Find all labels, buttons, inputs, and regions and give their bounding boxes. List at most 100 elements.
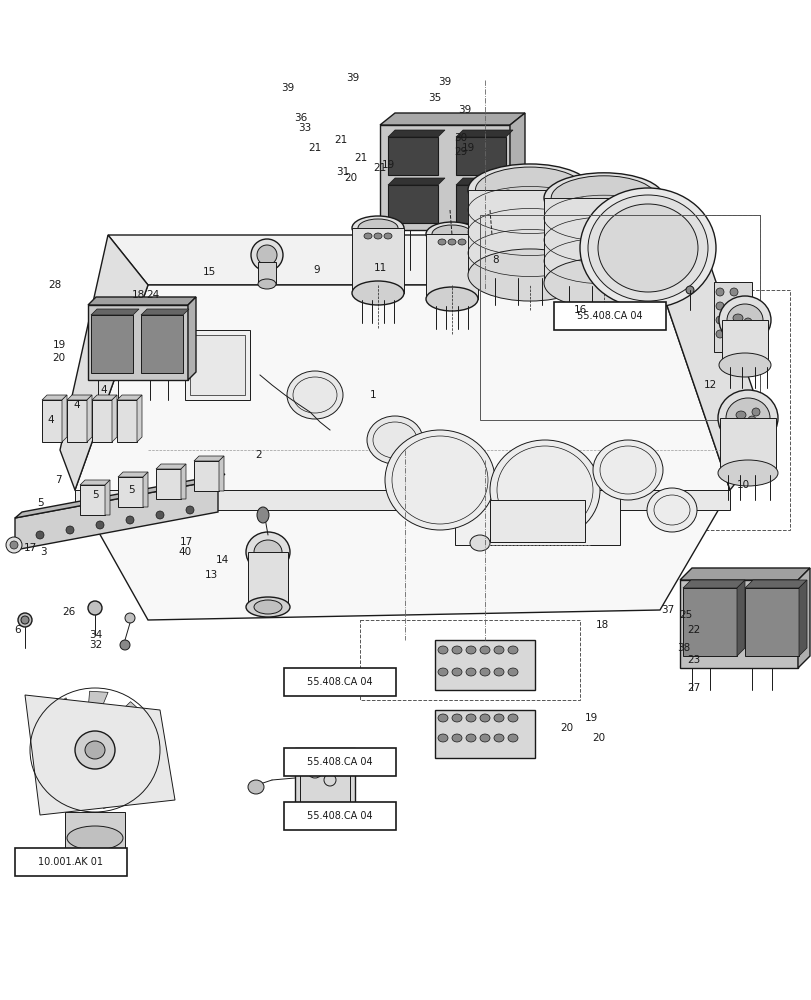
Text: 35: 35 (427, 93, 440, 103)
Bar (435, 710, 534, 758)
Ellipse shape (475, 167, 584, 213)
Bar (454, 490, 620, 545)
Ellipse shape (437, 714, 448, 722)
Polygon shape (456, 130, 513, 137)
Ellipse shape (363, 233, 371, 239)
Bar (65, 812, 125, 862)
Text: 21: 21 (354, 153, 367, 163)
Bar (426, 234, 478, 299)
Text: 2: 2 (255, 450, 261, 460)
Polygon shape (736, 580, 744, 656)
Text: 4: 4 (101, 385, 107, 395)
Text: 20: 20 (560, 723, 573, 733)
Bar (284, 668, 396, 696)
Text: 30: 30 (454, 133, 467, 143)
Polygon shape (67, 395, 92, 400)
Text: 19: 19 (53, 340, 66, 350)
Bar (141, 315, 182, 373)
Ellipse shape (431, 225, 471, 243)
Ellipse shape (96, 521, 104, 529)
Text: 26: 26 (62, 607, 75, 617)
Ellipse shape (125, 613, 135, 623)
Ellipse shape (551, 176, 656, 220)
Ellipse shape (66, 526, 74, 534)
Polygon shape (659, 235, 769, 490)
Polygon shape (87, 395, 92, 442)
Text: 40: 40 (178, 547, 191, 557)
Bar (92, 400, 112, 442)
Polygon shape (62, 395, 67, 442)
Ellipse shape (493, 734, 504, 742)
Text: 6: 6 (15, 625, 21, 635)
Text: 36: 36 (294, 113, 307, 123)
Ellipse shape (437, 668, 448, 676)
Bar (467, 190, 591, 275)
Polygon shape (88, 305, 188, 380)
Ellipse shape (732, 314, 742, 322)
Ellipse shape (374, 233, 381, 239)
Ellipse shape (36, 531, 44, 539)
Ellipse shape (10, 541, 18, 549)
Polygon shape (744, 580, 806, 588)
Text: 31: 31 (336, 167, 349, 177)
Ellipse shape (715, 302, 723, 310)
Ellipse shape (479, 668, 489, 676)
Text: 12: 12 (703, 380, 716, 390)
Bar (299, 753, 350, 805)
Ellipse shape (452, 668, 461, 676)
Ellipse shape (426, 222, 478, 246)
Ellipse shape (493, 668, 504, 676)
Ellipse shape (452, 646, 461, 654)
Ellipse shape (493, 646, 504, 654)
Ellipse shape (502, 190, 513, 198)
Polygon shape (15, 480, 217, 550)
Bar (258, 262, 276, 284)
Bar (351, 228, 404, 293)
Polygon shape (109, 735, 157, 752)
Ellipse shape (577, 198, 586, 206)
Bar (744, 588, 798, 656)
Text: 7: 7 (55, 475, 62, 485)
Text: 9: 9 (313, 265, 320, 275)
Text: 55.408.CA 04: 55.408.CA 04 (307, 811, 372, 821)
Ellipse shape (479, 646, 489, 654)
Ellipse shape (729, 302, 737, 310)
Text: 10: 10 (736, 480, 749, 490)
Ellipse shape (286, 371, 342, 419)
Text: 24: 24 (146, 290, 159, 300)
Polygon shape (98, 702, 144, 735)
Polygon shape (797, 568, 809, 668)
Polygon shape (388, 178, 444, 185)
Text: 20: 20 (344, 173, 357, 183)
Text: 37: 37 (660, 605, 673, 615)
Ellipse shape (470, 535, 489, 551)
Ellipse shape (726, 304, 762, 336)
Ellipse shape (715, 330, 723, 338)
Ellipse shape (508, 668, 517, 676)
Text: 39: 39 (438, 77, 451, 87)
Bar (185, 330, 250, 400)
Text: 34: 34 (89, 630, 102, 640)
Polygon shape (682, 580, 744, 588)
Polygon shape (33, 728, 78, 756)
Ellipse shape (729, 330, 737, 338)
Ellipse shape (508, 646, 517, 654)
Text: 8: 8 (491, 255, 498, 265)
Text: 5: 5 (37, 498, 44, 508)
Bar (489, 500, 584, 542)
Ellipse shape (543, 173, 663, 223)
Ellipse shape (257, 245, 277, 265)
Ellipse shape (351, 281, 404, 305)
Bar (719, 418, 775, 473)
Ellipse shape (597, 204, 697, 292)
Bar (682, 588, 736, 656)
Polygon shape (91, 309, 139, 315)
Text: 21: 21 (334, 135, 347, 145)
Text: 32: 32 (89, 640, 102, 650)
Ellipse shape (85, 741, 105, 759)
Ellipse shape (587, 195, 707, 301)
Text: 10.001.AK 01: 10.001.AK 01 (38, 857, 103, 867)
Ellipse shape (466, 646, 475, 654)
Polygon shape (679, 568, 809, 580)
Text: 11: 11 (373, 263, 386, 273)
